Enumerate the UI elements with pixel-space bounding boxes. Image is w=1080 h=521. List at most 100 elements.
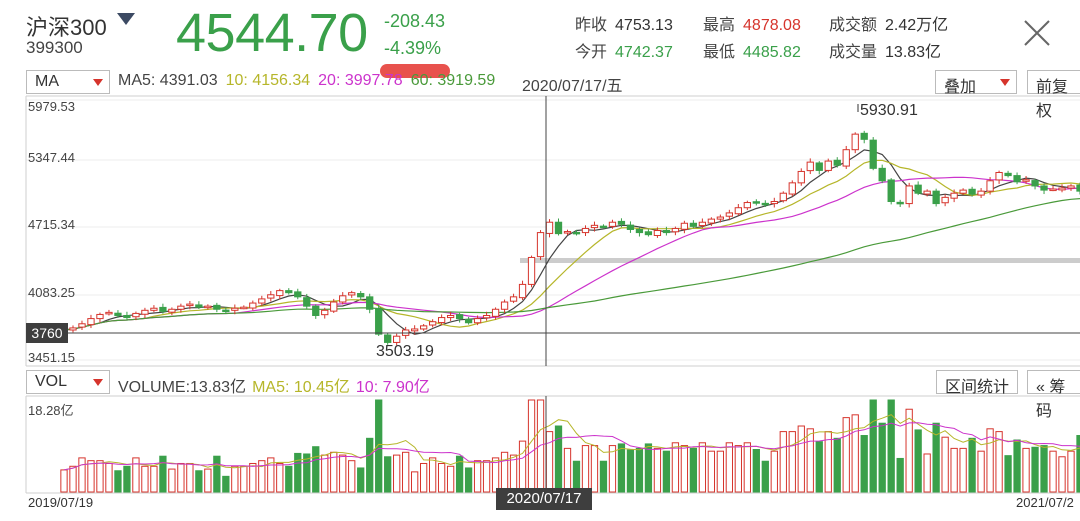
volume-bar-up bbox=[923, 453, 931, 493]
candle-down bbox=[159, 306, 167, 312]
volume-bar-up bbox=[276, 462, 284, 493]
volume-bar-up bbox=[806, 428, 814, 493]
volume-bar-down bbox=[303, 453, 311, 493]
volume-bar-down bbox=[464, 467, 473, 493]
volume-ma5-line bbox=[63, 414, 1080, 471]
dropdown-triangle-icon bbox=[93, 379, 103, 386]
volume-bar-down bbox=[294, 452, 302, 493]
candle-down bbox=[644, 231, 653, 236]
ma-selector[interactable]: MA bbox=[26, 70, 110, 94]
candle-up bbox=[527, 256, 536, 285]
candle-up bbox=[923, 190, 931, 195]
stat-label: 成交额 bbox=[829, 17, 878, 34]
price-change-percent: -4.39% bbox=[384, 38, 442, 58]
volume-bar-up bbox=[446, 465, 455, 493]
volume-bar-up bbox=[168, 468, 176, 493]
volume-bar-down bbox=[1076, 435, 1080, 493]
volume-bar-up bbox=[419, 462, 428, 493]
candle-up bbox=[536, 232, 545, 258]
ma5-value: MA5: 4391.03 bbox=[118, 72, 218, 89]
candle-up bbox=[141, 309, 149, 315]
vol-selector[interactable]: VOL bbox=[26, 370, 110, 394]
volume-bar-up bbox=[393, 454, 401, 493]
volume-axis-label: 18.28亿 bbox=[28, 403, 74, 418]
volume-bar-up bbox=[204, 468, 212, 493]
stat-label: 最高 bbox=[703, 17, 736, 34]
volume-bar-down bbox=[761, 460, 769, 493]
candle-up bbox=[743, 202, 751, 209]
volume-bar-down bbox=[1004, 455, 1012, 493]
volume-bar-up bbox=[339, 454, 347, 493]
candle-up bbox=[824, 160, 832, 171]
volume-indicator-bar: VOL VOLUME:13.83亿 MA5: 10.45亿 10: 7.90亿 区间… bbox=[0, 370, 1080, 420]
index-name[interactable]: 沪深300 bbox=[26, 15, 107, 40]
volume-bar-up bbox=[186, 462, 194, 493]
close-icon[interactable] bbox=[1022, 18, 1052, 48]
dropdown-triangle-icon bbox=[93, 79, 103, 86]
candle-down bbox=[222, 309, 230, 313]
volume-bar-down bbox=[896, 457, 904, 493]
price-axis-label: 4083.25 bbox=[28, 285, 75, 300]
candle-up bbox=[348, 292, 356, 296]
volume-bar-up bbox=[240, 465, 248, 493]
candle-down bbox=[384, 334, 392, 343]
price-axis-label: 3451.15 bbox=[28, 350, 75, 365]
x-axis-end-label: 2021/07/2 bbox=[1016, 495, 1074, 510]
crosshair-price-tag: 3760 bbox=[26, 323, 68, 343]
volume-bar-down bbox=[195, 470, 203, 493]
candle-up bbox=[473, 318, 482, 324]
volume-bar-up bbox=[518, 440, 527, 493]
volume-bar-up bbox=[491, 457, 500, 493]
candle-up bbox=[959, 189, 967, 194]
range-stats-button[interactable]: 区间统计 bbox=[936, 370, 1018, 396]
volume-bar-up bbox=[995, 431, 1003, 493]
candle-up bbox=[87, 318, 95, 326]
volume-bar-up bbox=[824, 431, 832, 493]
candle-down bbox=[195, 304, 203, 308]
volume-bar-up bbox=[428, 457, 437, 493]
candle-up bbox=[950, 192, 958, 199]
volume-bar-down bbox=[222, 475, 230, 493]
volume-bar-up bbox=[698, 442, 707, 493]
stat-turnover: 成交额 2.42万亿 bbox=[829, 11, 948, 35]
volume-bar-up bbox=[1067, 450, 1075, 493]
overlay-button[interactable]: 叠加 bbox=[935, 70, 1017, 96]
volume-ma10-line bbox=[63, 422, 1080, 471]
stat-label: 昨收 bbox=[575, 17, 608, 34]
candle-down bbox=[1031, 180, 1039, 187]
ma60-value: 60: 3919.59 bbox=[410, 72, 496, 89]
candle-down bbox=[932, 190, 940, 205]
stat-low: 最低 4485.82 bbox=[703, 38, 801, 62]
candle-up bbox=[321, 309, 329, 316]
price-change: -208.43 bbox=[384, 11, 446, 31]
volume-bar-down bbox=[914, 429, 922, 493]
candle-up bbox=[419, 325, 428, 330]
candle-up bbox=[186, 303, 194, 307]
candle-up bbox=[1022, 179, 1030, 182]
ma60-line bbox=[63, 198, 1080, 331]
adjust-button[interactable]: 前复权 bbox=[1027, 70, 1080, 120]
candle-down bbox=[860, 132, 868, 140]
volume-bar-up bbox=[590, 445, 599, 493]
dropdown-triangle-icon bbox=[1000, 79, 1010, 86]
stat-prev-close: 昨收 4753.13 bbox=[575, 11, 673, 35]
candle-up bbox=[716, 216, 725, 220]
chip-button[interactable]: « 筹码 bbox=[1027, 370, 1080, 420]
volume-bar-up bbox=[950, 447, 958, 493]
dropdown-caret-icon[interactable] bbox=[117, 13, 135, 25]
stat-value: 4485.82 bbox=[743, 44, 801, 61]
volume-bar-up bbox=[680, 445, 689, 493]
volume-bar-up bbox=[482, 460, 491, 493]
volume-bar-down bbox=[617, 443, 626, 493]
candle-down bbox=[914, 184, 922, 194]
ma-indicator-bar: MA MA5: 4391.03 10: 4156.34 20: 3997.78 60:… bbox=[0, 69, 1080, 120]
candle-up bbox=[339, 295, 347, 303]
candle-up bbox=[482, 314, 491, 319]
volume-bar-up bbox=[473, 460, 482, 493]
candle-up bbox=[446, 314, 455, 319]
stat-label: 最低 bbox=[703, 44, 736, 61]
stat-value: 4753.13 bbox=[615, 17, 673, 34]
candle-down bbox=[617, 220, 626, 225]
volume-bar-up bbox=[231, 465, 239, 493]
